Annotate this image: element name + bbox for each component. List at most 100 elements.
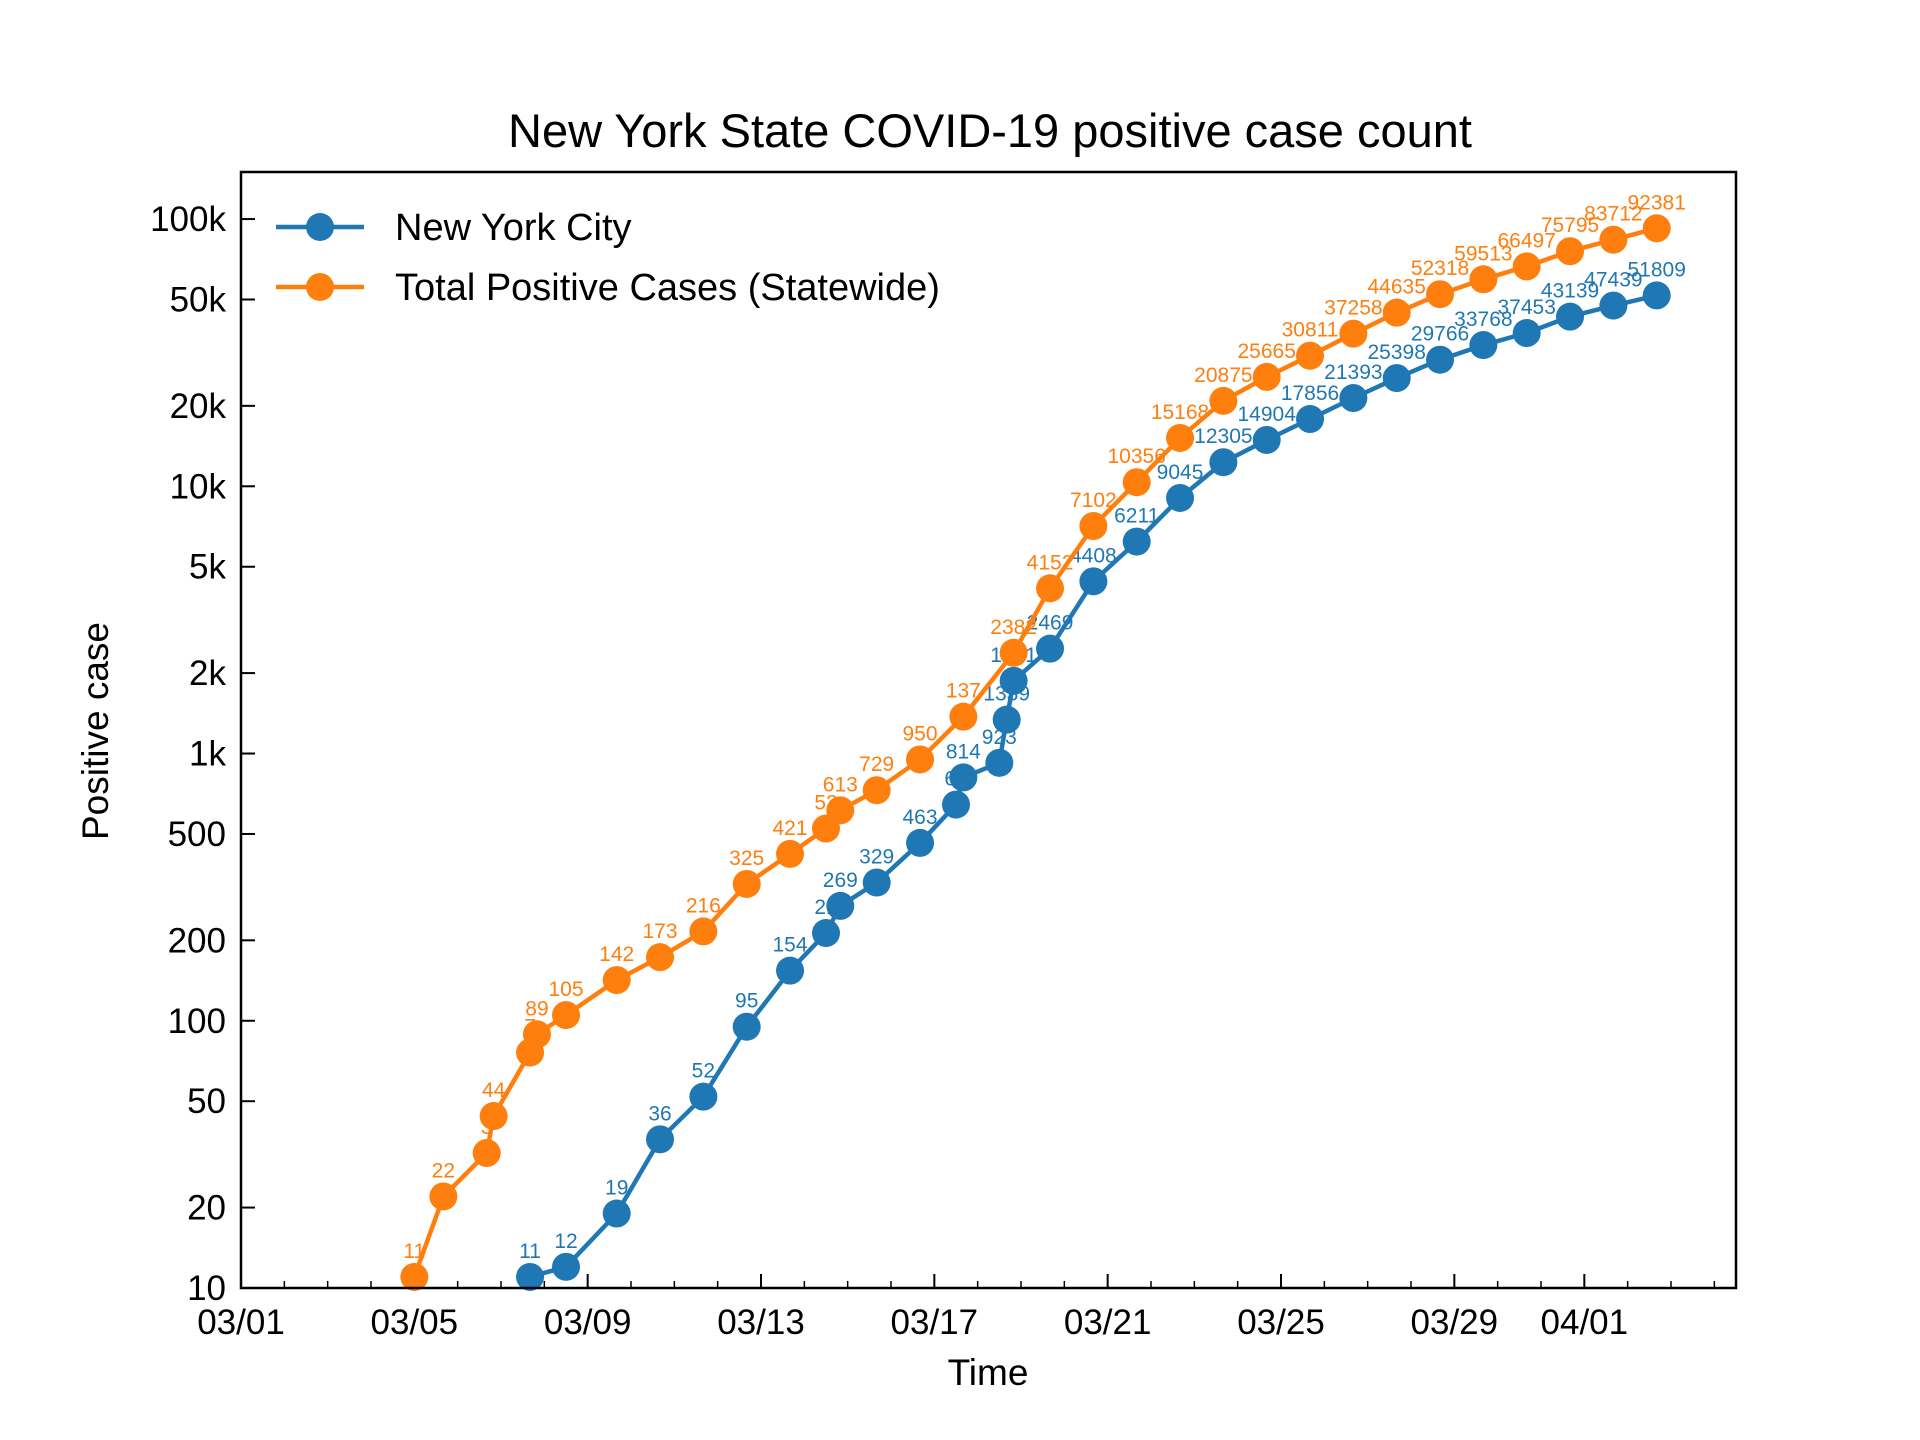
series-0: 1112193652951542126932946364814923133918… [516, 258, 1686, 1291]
y-tick-label: 1k [189, 735, 226, 774]
axis-ticks: 03/01 03/05 03/09 03/13 03/17 03/21 03/25 03/29… [150, 200, 1716, 1342]
data-point [1036, 574, 1065, 603]
series-1: 1122344789105142173216325421526137299501… [400, 191, 1686, 1291]
data-label: 59513 [1454, 242, 1512, 265]
data-point [776, 839, 805, 868]
data-label: 2469 [1027, 612, 1074, 635]
data-point [1469, 331, 1498, 360]
data-point [1122, 468, 1151, 497]
x-tick-label: 03/21 [1064, 1303, 1152, 1342]
data-point [776, 956, 805, 985]
data-label: 37258 [1324, 297, 1382, 320]
data-label: 11 [519, 1240, 541, 1263]
data-label: 33768 [1454, 308, 1512, 331]
data-point [646, 1125, 675, 1154]
x-tick-label: 03/25 [1237, 1303, 1325, 1342]
y-tick-label: 100k [150, 200, 226, 239]
data-label: 92381 [1627, 191, 1685, 214]
data-point [826, 891, 855, 920]
data-point [1512, 319, 1541, 348]
data-label: 22 [432, 1159, 455, 1182]
data-label: 43139 [1541, 280, 1599, 303]
data-label: 729 [859, 753, 894, 776]
data-point [1079, 512, 1108, 541]
data-label: 95 [735, 990, 758, 1013]
data-point [1556, 237, 1585, 266]
data-point [429, 1182, 458, 1211]
data-label: 11 [403, 1240, 425, 1263]
data-label: 14904 [1237, 403, 1296, 426]
y-tick-label: 20k [170, 387, 227, 426]
data-point [1382, 364, 1411, 393]
series-line [529, 293, 1658, 1280]
data-point [1426, 280, 1455, 309]
data-label: 21393 [1324, 361, 1382, 384]
data-point [1122, 527, 1151, 556]
legend-marker-statewide [306, 273, 334, 301]
x-tick-label: 03/29 [1411, 1303, 1499, 1342]
legend: New York City Total Positive Cases (Stat… [276, 207, 940, 309]
data-label: 9045 [1157, 461, 1204, 484]
data-label: 4408 [1070, 544, 1117, 567]
data-point [646, 943, 675, 972]
data-label: 137 [946, 680, 981, 703]
data-point [1599, 225, 1628, 254]
data-label: 15168 [1151, 401, 1209, 424]
data-point [985, 748, 1014, 777]
series-layer: 1112193652951542126932946364814923133918… [400, 191, 1686, 1291]
data-label: 613 [823, 773, 858, 796]
data-label: 51809 [1627, 258, 1685, 281]
data-point [1252, 425, 1281, 454]
data-point [1382, 298, 1411, 327]
data-label: 950 [903, 722, 938, 745]
data-point [1209, 448, 1238, 477]
data-point [552, 1001, 580, 1030]
data-label: 6211 [1114, 505, 1159, 528]
data-point [1252, 362, 1281, 391]
data-label: 30811 [1282, 319, 1339, 342]
data-point [1512, 252, 1541, 281]
data-point [1642, 281, 1671, 310]
data-label: 29766 [1411, 323, 1469, 346]
x-tick-label: 04/01 [1541, 1303, 1629, 1342]
data-point [826, 796, 855, 825]
x-tick-label: 03/17 [891, 1303, 979, 1342]
data-point [400, 1262, 429, 1291]
data-label: 814 [946, 740, 981, 763]
data-label: 37453 [1497, 296, 1555, 319]
data-point [942, 790, 970, 819]
data-point [1296, 341, 1325, 370]
data-point [479, 1102, 508, 1131]
y-tick-label: 50 [187, 1082, 226, 1121]
legend-label-statewide: Total Positive Cases (Statewide) [395, 267, 940, 309]
data-label: 105 [548, 978, 583, 1001]
data-label: 52318 [1411, 257, 1469, 280]
data-point [1209, 386, 1238, 415]
data-point [1642, 214, 1671, 243]
data-point [602, 966, 631, 995]
data-label: 44 [482, 1079, 506, 1102]
data-point [862, 776, 891, 805]
data-point [516, 1262, 545, 1291]
y-tick-label: 500 [168, 815, 226, 854]
y-tick-label: 2k [189, 654, 226, 693]
data-label: 269 [823, 869, 858, 892]
data-label: 325 [729, 847, 764, 870]
data-point [999, 666, 1028, 695]
data-point [1556, 302, 1585, 331]
data-point [689, 1082, 718, 1111]
data-label: 19 [605, 1177, 628, 1200]
data-point [906, 745, 935, 774]
data-label: 17856 [1281, 382, 1339, 405]
data-point [732, 869, 761, 898]
data-label: 47439 [1584, 269, 1642, 292]
data-label: 7102 [1070, 489, 1117, 512]
data-point [906, 828, 935, 857]
legend-marker-nyc [306, 213, 334, 241]
y-tick-label: 20 [187, 1189, 226, 1228]
x-tick-label: 03/05 [371, 1303, 459, 1342]
data-label: 2382 [990, 616, 1037, 639]
chart-title: New York State COVID-19 positive case co… [508, 104, 1472, 157]
data-label: 4152 [1027, 551, 1074, 574]
